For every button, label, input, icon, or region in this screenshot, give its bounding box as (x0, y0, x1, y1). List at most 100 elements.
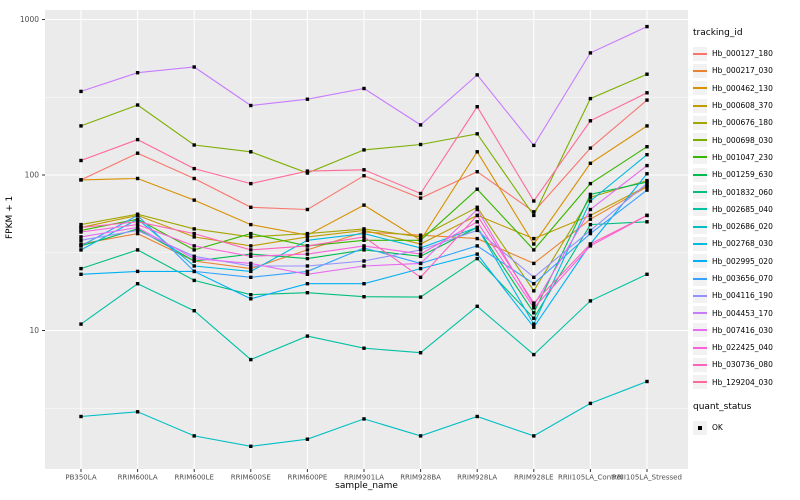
data-point (305, 238, 310, 242)
data-point (645, 145, 649, 149)
legend-item-label: Hb_022425_040 (712, 343, 773, 353)
legend-item: Hb_004453_170 (693, 304, 800, 321)
x-tick-label: RRIM928LE (514, 474, 554, 482)
data-point (192, 309, 196, 313)
data-point (532, 210, 536, 214)
legend-item-label: Hb_004116_190 (712, 291, 773, 301)
data-point (588, 213, 593, 218)
data-point (418, 434, 423, 438)
legend-item: Hb_000698_030 (693, 131, 800, 148)
data-point (249, 444, 253, 448)
data-point (532, 248, 536, 252)
x-tick-label: PB350LA (65, 474, 96, 482)
data-point (588, 181, 593, 186)
data-point (362, 231, 366, 236)
data-point (135, 220, 140, 224)
legend-key-line-icon (693, 191, 707, 194)
legend-item-quant-ok: OK (693, 419, 800, 436)
data-point (588, 199, 593, 203)
data-point (249, 235, 253, 239)
data-point (362, 417, 366, 421)
legend-item-label: Hb_001259_630 (712, 170, 773, 180)
legend-key (693, 81, 707, 96)
data-point (362, 174, 366, 178)
data-point (192, 248, 196, 252)
data-point (305, 207, 310, 212)
data-point (249, 266, 253, 271)
data-point (418, 123, 423, 127)
legend-key-line-icon (693, 87, 707, 90)
data-point (79, 238, 83, 242)
legend-item-label: Hb_002685_040 (712, 204, 773, 214)
data-point (532, 261, 536, 266)
quant-status-legend: quant_status OK (693, 402, 800, 436)
legend-item: Hb_022425_040 (693, 339, 800, 356)
legend-item-label: Hb_000608_370 (712, 101, 773, 111)
data-point (475, 150, 479, 154)
data-point (135, 176, 140, 181)
legend-key-line-icon (693, 173, 707, 176)
legend-key-line-icon (693, 260, 707, 263)
y-tick-label: 10 (29, 326, 39, 335)
data-point (305, 231, 310, 236)
x-tick-label: RRIM600LE (174, 474, 214, 482)
legend-key (693, 323, 707, 338)
data-point (305, 244, 310, 248)
legend-item-label: Hb_001832_060 (712, 187, 773, 197)
data-point (305, 272, 310, 276)
data-point (645, 91, 649, 95)
data-point (418, 254, 423, 258)
data-point (249, 252, 253, 256)
legend-item-label: Hb_001047_230 (712, 152, 773, 162)
data-point (475, 213, 479, 218)
legend-item-label: Hb_003656_070 (712, 274, 773, 283)
data-point (79, 248, 83, 252)
data-point (532, 282, 536, 286)
legend-item-label: Hb_002995_020 (712, 256, 773, 266)
legend-item-label: Hb_000676_180 (712, 118, 773, 128)
data-point (475, 105, 479, 109)
data-point (418, 246, 423, 250)
legend-key (693, 236, 707, 251)
legend-item: Hb_004116_190 (693, 287, 800, 304)
data-point (305, 334, 310, 338)
legend-item: Hb_129204_030 (693, 374, 800, 391)
data-point (135, 137, 140, 142)
legend-key (693, 288, 707, 303)
data-point (305, 97, 310, 101)
data-point (588, 161, 593, 165)
data-point (588, 244, 593, 248)
data-point (249, 261, 253, 266)
data-point (588, 401, 593, 406)
data-point (192, 198, 196, 202)
data-point (79, 124, 83, 128)
legend-key-line-icon (693, 381, 707, 384)
data-point (418, 191, 423, 196)
data-point (588, 51, 593, 55)
data-point (418, 266, 423, 271)
data-point (418, 196, 423, 200)
data-point (249, 231, 253, 236)
data-point (588, 242, 593, 246)
data-point (305, 291, 310, 295)
data-point (532, 306, 536, 310)
data-point (79, 222, 83, 227)
legend-key (693, 219, 707, 234)
data-point (305, 282, 310, 286)
data-point (532, 213, 536, 218)
data-point (362, 295, 366, 299)
legend-item-label: Hb_000217_030 (712, 66, 773, 76)
data-point (79, 242, 83, 246)
y-tick-label: 1000 (20, 15, 39, 24)
legend-key (693, 375, 707, 390)
y-tick-label: 100 (25, 171, 40, 180)
data-point (418, 351, 423, 355)
data-point (362, 259, 366, 263)
data-point (645, 272, 649, 276)
data-point (475, 228, 479, 233)
data-point (532, 325, 536, 329)
data-point (135, 213, 140, 218)
legend-item: Hb_002685_040 (693, 201, 800, 218)
data-point (79, 158, 83, 163)
data-point (192, 231, 196, 236)
